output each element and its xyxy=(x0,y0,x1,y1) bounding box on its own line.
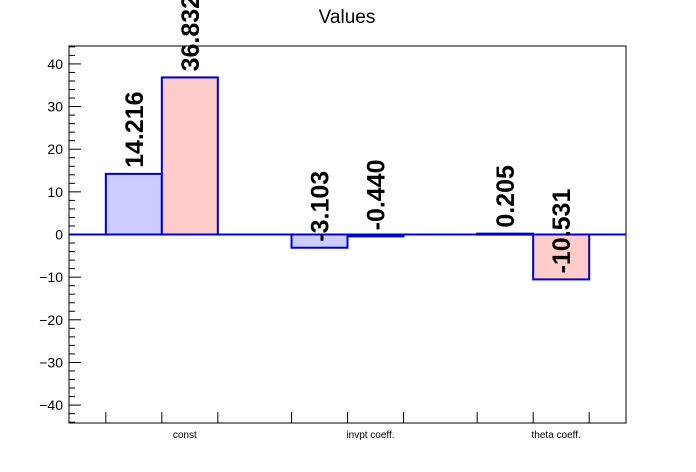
data-labels: 14.216 36.832 -3.103 -0.440 0.205 -10.531 xyxy=(121,0,576,273)
category-label: theta coeff. xyxy=(532,430,581,441)
y-tick-label: 30 xyxy=(47,99,63,115)
category-label: invpt coeff. xyxy=(346,430,394,441)
y-tick-label: 10 xyxy=(47,184,63,200)
data-label: -0.440 xyxy=(363,159,391,230)
x-axis: const invpt coeff. theta coeff. xyxy=(105,412,590,441)
y-tick-label: 20 xyxy=(47,141,63,157)
bar xyxy=(160,76,219,236)
data-label: 14.216 xyxy=(121,91,149,167)
category-label: const xyxy=(173,430,197,441)
y-tick-label: 0 xyxy=(55,227,63,243)
y-tick-label: 40 xyxy=(47,56,63,72)
bar xyxy=(532,233,591,281)
data-label: -3.103 xyxy=(307,171,335,242)
chart-title: Values xyxy=(319,7,376,28)
y-tick-label: −40 xyxy=(39,397,63,413)
y-tick-label: −30 xyxy=(39,354,63,370)
bar xyxy=(104,172,163,236)
data-label: 0.205 xyxy=(492,165,520,228)
data-label: 36.832 xyxy=(177,0,205,71)
y-tick-label: −10 xyxy=(39,269,63,285)
y-tick-label: −20 xyxy=(39,312,63,328)
data-label: -10.531 xyxy=(548,189,576,274)
